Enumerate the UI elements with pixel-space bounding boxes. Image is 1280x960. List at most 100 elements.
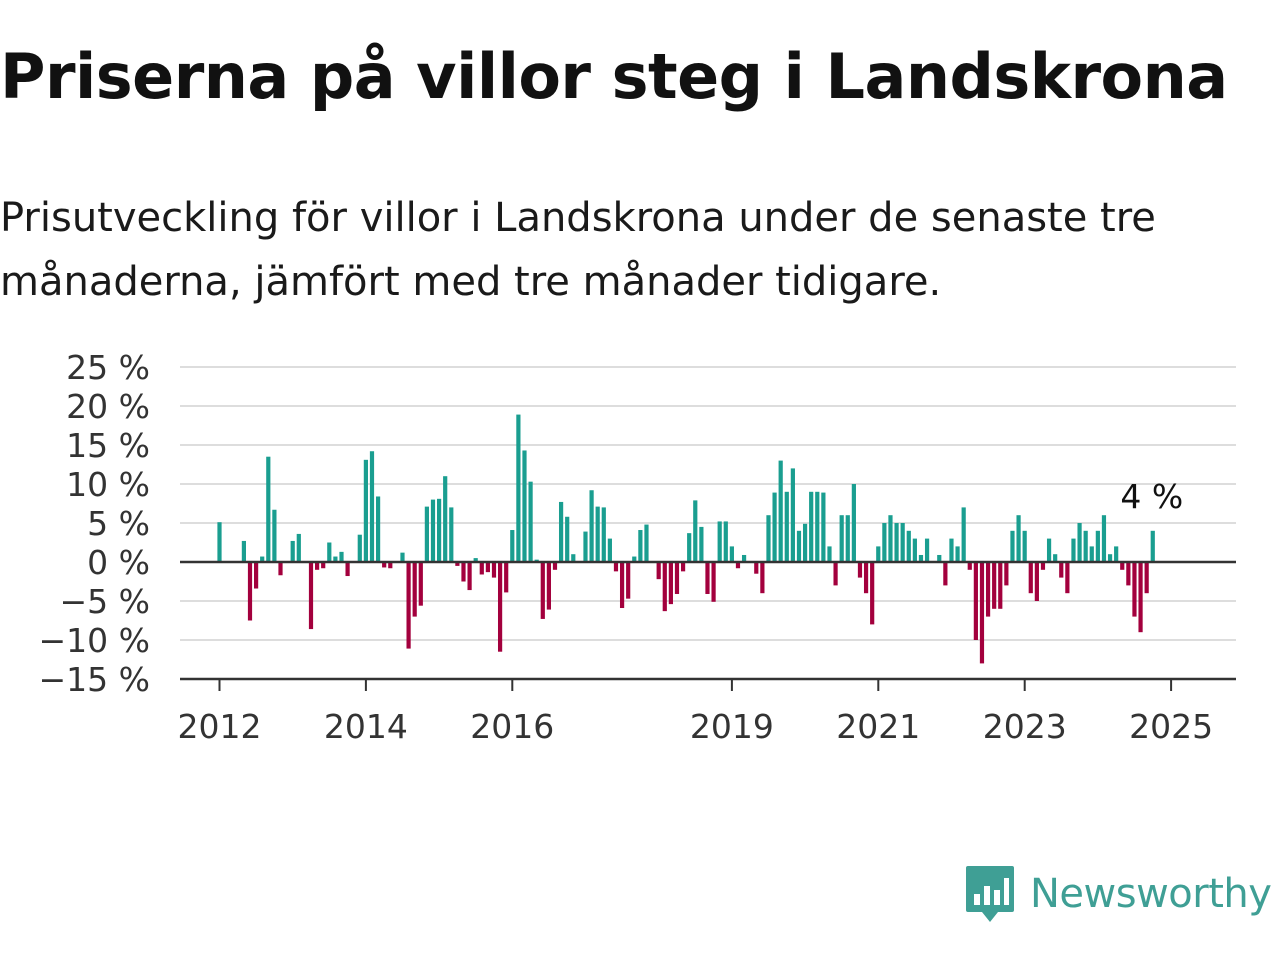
x-tick-label: 2012 bbox=[178, 707, 262, 746]
bar bbox=[1040, 562, 1046, 570]
bar bbox=[278, 562, 283, 576]
bar bbox=[790, 468, 795, 562]
bar bbox=[699, 526, 704, 562]
bar bbox=[504, 562, 509, 593]
bar bbox=[821, 492, 826, 562]
bar bbox=[449, 507, 454, 562]
bar bbox=[473, 558, 478, 562]
brand-logo: Newsworthy bbox=[964, 864, 1272, 924]
bar bbox=[491, 562, 497, 578]
bar bbox=[778, 460, 783, 562]
y-tick-label: 20 % bbox=[66, 387, 150, 426]
bar bbox=[882, 523, 887, 562]
page-subtitle: Prisutveckling för villor i Landskrona u… bbox=[0, 195, 1156, 305]
bar bbox=[613, 562, 619, 572]
bar bbox=[345, 562, 350, 577]
bar bbox=[516, 414, 521, 562]
bar bbox=[1053, 554, 1058, 562]
bar bbox=[924, 538, 930, 562]
y-tick-label: 10 % bbox=[66, 465, 150, 504]
bar bbox=[436, 498, 442, 562]
x-tick-label: 2019 bbox=[690, 707, 774, 746]
bar bbox=[711, 562, 716, 602]
newsworthy-logo-icon bbox=[966, 866, 1014, 922]
bar bbox=[906, 530, 911, 562]
bar bbox=[382, 562, 387, 568]
tick-labels: 25 %20 %15 %10 %5 %0 %−5 %−10 %−15 % 2012… bbox=[39, 348, 1214, 746]
bar bbox=[1107, 554, 1113, 562]
bar bbox=[784, 491, 789, 562]
bar bbox=[949, 538, 954, 562]
bar bbox=[1016, 515, 1021, 562]
bar bbox=[955, 546, 960, 562]
bar bbox=[985, 562, 991, 617]
bar bbox=[266, 456, 271, 562]
y-tick-label: 25 % bbox=[66, 348, 150, 387]
bar bbox=[327, 542, 332, 562]
bar bbox=[626, 562, 631, 599]
axes bbox=[180, 560, 1236, 691]
bar bbox=[729, 546, 734, 562]
bar bbox=[760, 562, 765, 594]
grid-lines bbox=[180, 366, 1236, 641]
bar bbox=[357, 534, 362, 562]
bar bbox=[400, 552, 405, 562]
bar bbox=[1101, 515, 1107, 562]
bar bbox=[1010, 530, 1015, 562]
bar bbox=[272, 509, 277, 562]
x-tick-label: 2023 bbox=[983, 707, 1067, 746]
bar bbox=[443, 476, 448, 562]
bar bbox=[1095, 530, 1100, 562]
x-tick-label: 2014 bbox=[324, 707, 408, 746]
bar bbox=[839, 515, 844, 562]
bar bbox=[851, 484, 856, 562]
bar bbox=[290, 540, 295, 562]
bar bbox=[461, 562, 466, 582]
bar bbox=[595, 506, 600, 562]
bar bbox=[339, 551, 344, 562]
bar bbox=[1089, 546, 1094, 562]
bar bbox=[900, 523, 905, 562]
bar bbox=[552, 562, 558, 570]
bar bbox=[717, 521, 722, 562]
bar bbox=[1114, 546, 1119, 562]
y-tick-label: −15 % bbox=[39, 660, 151, 699]
bar bbox=[583, 531, 588, 562]
bar bbox=[467, 562, 472, 591]
bar bbox=[558, 501, 564, 562]
y-tick-label: 15 % bbox=[66, 426, 150, 465]
bar bbox=[479, 562, 484, 575]
bar bbox=[424, 506, 429, 562]
bar bbox=[1004, 562, 1009, 586]
bar bbox=[308, 562, 314, 630]
bar bbox=[296, 533, 301, 562]
bar bbox=[815, 491, 820, 562]
bar bbox=[571, 554, 576, 562]
bar bbox=[321, 562, 326, 569]
bar bbox=[644, 524, 649, 562]
bar bbox=[735, 562, 741, 569]
bar bbox=[845, 515, 850, 562]
bar bbox=[876, 546, 881, 562]
bar bbox=[992, 562, 997, 609]
bar bbox=[1046, 538, 1052, 562]
bar bbox=[546, 562, 551, 610]
bar bbox=[943, 562, 948, 586]
bar bbox=[827, 546, 832, 562]
x-tick-label: 2021 bbox=[836, 707, 920, 746]
bar bbox=[937, 554, 942, 562]
bar bbox=[979, 562, 985, 664]
bar bbox=[674, 562, 680, 594]
bar bbox=[1071, 538, 1076, 562]
bar bbox=[1083, 530, 1088, 562]
bar bbox=[1126, 562, 1131, 586]
bar bbox=[217, 522, 222, 562]
bar bbox=[638, 530, 643, 562]
bar bbox=[430, 499, 436, 562]
bar bbox=[705, 562, 710, 594]
bar bbox=[888, 515, 893, 562]
bar bbox=[863, 562, 869, 594]
bar bbox=[967, 562, 972, 570]
bar bbox=[961, 507, 966, 562]
bar bbox=[662, 562, 667, 612]
